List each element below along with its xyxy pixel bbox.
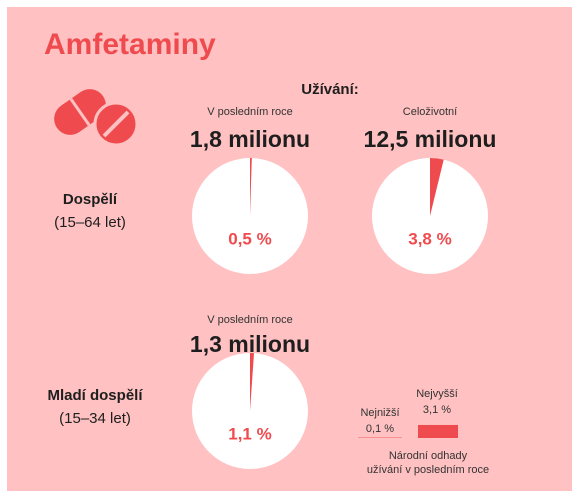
pie-subtitle: V posledním roce [207,314,293,326]
usage-heading: Užívání: [301,81,359,98]
pie-slice [430,158,444,216]
pie-slice [250,158,252,216]
pill-icon [54,89,139,147]
pie-title: 1,8 milionu [190,126,310,152]
high-bar [418,424,458,438]
row-label: Dospělí [63,191,118,208]
pie-title: 12,5 milionu [364,126,497,152]
pie-subtitle: V posledním roce [207,106,293,118]
note-caption: užívání v posledním roce [367,464,489,476]
pie-title: 1,3 milionu [190,331,310,357]
pie-value-label: 3,8 % [408,229,451,248]
row-age: (15–34 let) [59,410,131,427]
pie-value-label: 1,1 % [228,424,271,443]
row-age: (15–64 let) [54,214,126,231]
high-label: 3,1 % [423,404,451,416]
low-label: 0,1 % [366,423,394,435]
note-caption: Národní odhady [389,450,468,462]
pie-subtitle: Celoživotní [403,106,457,118]
pie-value-label: 0,5 % [228,229,271,248]
pie-slice [250,353,255,411]
high-name: Nejvyšší [416,388,458,400]
title: Amfetaminy [44,28,216,61]
low-name: Nejnižší [360,407,399,419]
row-label: Mladí dospělí [47,387,143,404]
